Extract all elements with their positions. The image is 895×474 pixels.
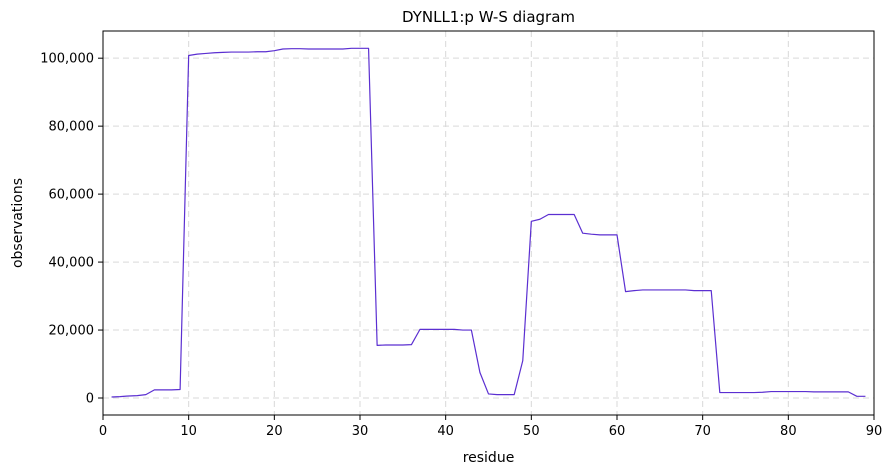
y-axis-label: observations bbox=[10, 178, 26, 268]
grid-lines bbox=[102, 31, 875, 415]
y-tick-label: 100,000 bbox=[40, 52, 94, 67]
x-tick-label: 30 bbox=[352, 424, 369, 439]
x-tick-label: 90 bbox=[866, 424, 883, 439]
x-tick-label: 70 bbox=[694, 424, 711, 439]
y-tick-label: 60,000 bbox=[49, 188, 95, 203]
y-tick-label: 40,000 bbox=[49, 256, 95, 271]
x-tick-label: 20 bbox=[266, 424, 283, 439]
axes-frame bbox=[102, 30, 875, 416]
x-tick-label: 80 bbox=[780, 424, 797, 439]
chart-title: DYNLL1:p W-S diagram bbox=[402, 8, 575, 26]
y-tick-label: 0 bbox=[86, 392, 94, 407]
x-tick-label: 60 bbox=[609, 424, 626, 439]
y-tick-label: 20,000 bbox=[49, 324, 95, 339]
x-tick-label: 0 bbox=[99, 424, 107, 439]
x-tick-label: 10 bbox=[180, 424, 197, 439]
series-line bbox=[111, 47, 866, 398]
x-tick-label: 40 bbox=[437, 424, 454, 439]
x-axis-label: residue bbox=[463, 450, 515, 466]
y-tick-label: 80,000 bbox=[49, 120, 95, 135]
plot-area bbox=[111, 47, 866, 398]
x-axis: 0 10 20 30 40 50 60 70 80 90 bbox=[99, 415, 882, 439]
y-axis: 0 20,000 40,000 60,000 80,000 100,000 bbox=[40, 52, 103, 407]
x-tick-label: 50 bbox=[523, 424, 540, 439]
